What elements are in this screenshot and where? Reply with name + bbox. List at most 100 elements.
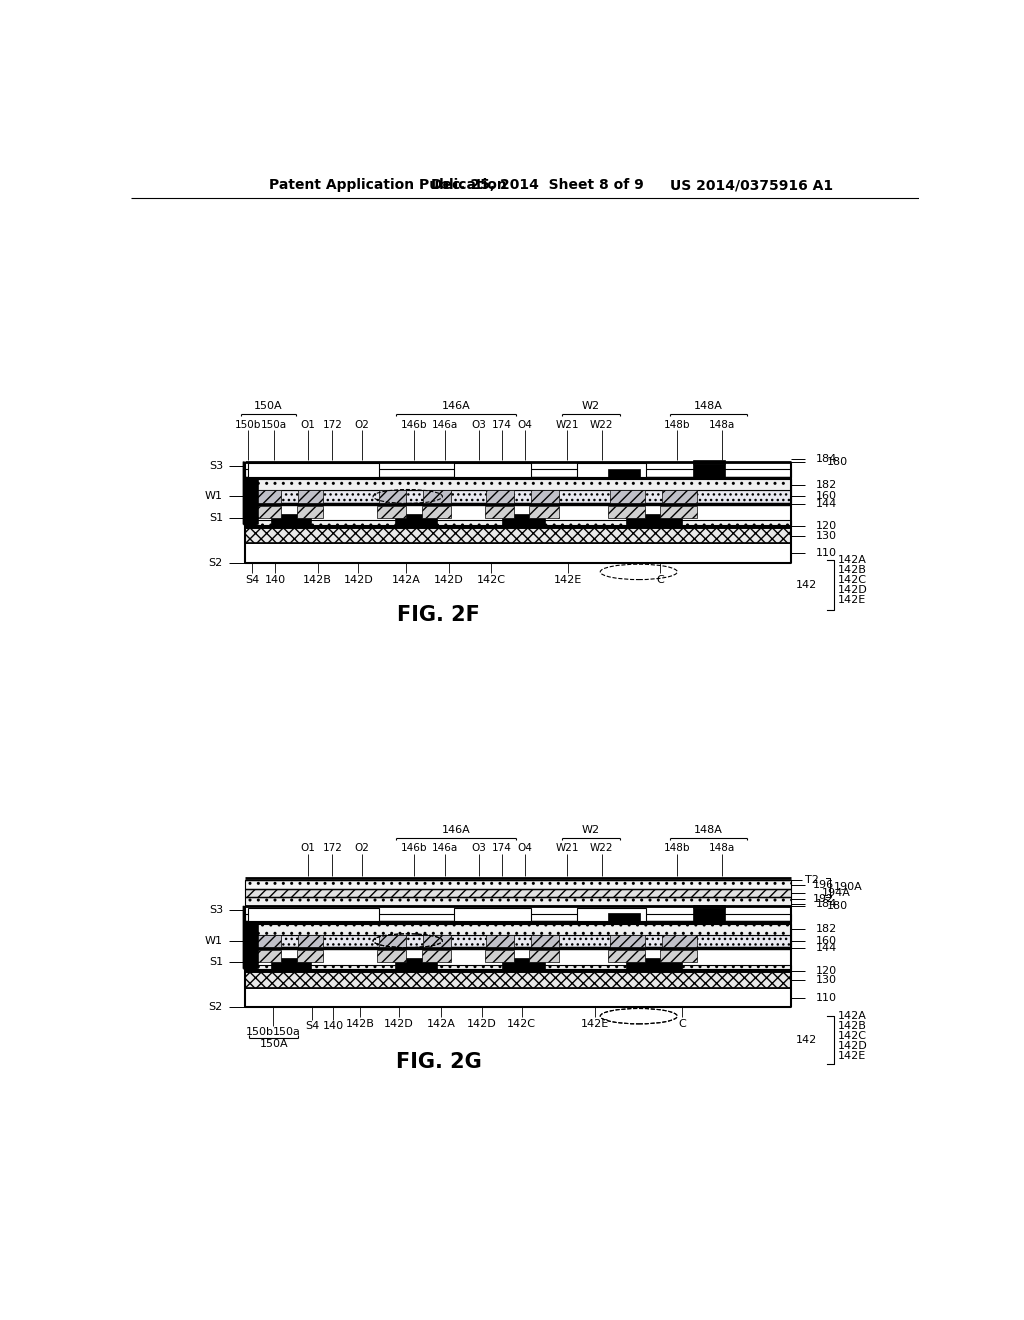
Text: 142D: 142D: [467, 1019, 497, 1028]
Text: 148b: 148b: [664, 420, 690, 430]
Text: 148A: 148A: [693, 401, 723, 412]
Text: 180: 180: [826, 902, 848, 911]
Bar: [486, 490, 514, 503]
Text: 120: 120: [816, 521, 837, 532]
Text: 194A: 194A: [822, 888, 851, 898]
Bar: [503, 515, 545, 525]
Bar: [245, 478, 792, 479]
Text: S2: S2: [209, 1002, 223, 1012]
Text: 146A: 146A: [441, 825, 470, 834]
Text: 150A: 150A: [259, 1039, 288, 1049]
Bar: [454, 908, 531, 921]
Bar: [578, 463, 646, 478]
Text: S3: S3: [209, 461, 223, 471]
Bar: [245, 890, 792, 896]
Bar: [486, 935, 514, 946]
Bar: [245, 969, 792, 973]
Bar: [379, 490, 407, 503]
Bar: [692, 904, 725, 908]
Text: 192: 192: [813, 894, 834, 904]
Text: 142E: 142E: [838, 1051, 865, 1061]
Bar: [609, 490, 645, 503]
Text: 160: 160: [816, 936, 837, 945]
Bar: [245, 520, 792, 525]
Text: 142: 142: [796, 581, 816, 590]
Bar: [484, 950, 514, 962]
Bar: [608, 950, 645, 962]
Text: O2: O2: [354, 420, 369, 430]
Text: 190A: 190A: [834, 882, 862, 892]
Bar: [503, 958, 545, 969]
Bar: [529, 506, 559, 517]
Text: O4: O4: [517, 420, 532, 430]
Bar: [245, 965, 792, 969]
Text: FIG. 2F: FIG. 2F: [397, 605, 480, 624]
Bar: [422, 950, 451, 962]
Text: 160: 160: [816, 491, 837, 502]
Bar: [249, 463, 379, 478]
Text: O1: O1: [300, 420, 315, 430]
Bar: [531, 935, 559, 946]
Bar: [245, 921, 792, 924]
Text: 142C: 142C: [838, 576, 866, 585]
Text: O4: O4: [517, 843, 532, 853]
Bar: [298, 490, 323, 503]
Bar: [660, 506, 697, 517]
Text: 142B: 142B: [303, 574, 332, 585]
Text: 130: 130: [816, 531, 837, 541]
Bar: [245, 479, 792, 490]
Text: Dec. 25, 2014  Sheet 8 of 9: Dec. 25, 2014 Sheet 8 of 9: [431, 178, 644, 193]
Bar: [484, 506, 514, 517]
Text: 146b: 146b: [400, 843, 427, 853]
Text: O1: O1: [300, 843, 315, 853]
Text: W2: W2: [582, 825, 600, 834]
Bar: [377, 950, 407, 962]
Bar: [394, 958, 437, 969]
Text: 142B: 142B: [838, 565, 866, 576]
Bar: [423, 935, 451, 946]
Text: 110: 110: [816, 993, 837, 1003]
Bar: [423, 490, 451, 503]
Text: 184: 184: [816, 899, 837, 908]
Bar: [297, 950, 323, 962]
Polygon shape: [243, 906, 258, 973]
Text: 120: 120: [816, 966, 837, 975]
Bar: [529, 950, 559, 962]
Text: O3: O3: [471, 420, 486, 430]
Text: W1: W1: [205, 936, 223, 945]
Text: 142C: 142C: [507, 1019, 537, 1028]
Bar: [245, 528, 792, 544]
Bar: [531, 490, 559, 503]
Bar: [249, 908, 379, 921]
Bar: [608, 469, 640, 479]
Bar: [578, 908, 646, 921]
Bar: [245, 503, 792, 506]
Text: C: C: [656, 574, 665, 585]
Bar: [608, 913, 640, 924]
Text: 130: 130: [816, 975, 837, 985]
Text: O2: O2: [354, 843, 369, 853]
Text: 146b: 146b: [400, 420, 427, 430]
Text: 146a: 146a: [431, 843, 458, 853]
Bar: [245, 935, 792, 946]
Bar: [298, 935, 323, 946]
Text: S3: S3: [209, 906, 223, 915]
Text: 142D: 142D: [384, 1019, 414, 1028]
Bar: [245, 913, 792, 921]
Text: 142B: 142B: [345, 1019, 375, 1028]
Text: 150b: 150b: [246, 1027, 274, 1036]
Text: 142A: 142A: [426, 1019, 456, 1028]
Text: S4: S4: [245, 574, 259, 585]
Text: C: C: [678, 1019, 686, 1028]
Text: 172: 172: [323, 843, 342, 853]
Text: 174: 174: [492, 420, 512, 430]
Bar: [245, 470, 792, 478]
Text: W22: W22: [590, 843, 613, 853]
Text: 142E: 142E: [581, 1019, 609, 1028]
Text: 142C: 142C: [476, 574, 506, 585]
Text: 142D: 142D: [838, 1041, 867, 1051]
Bar: [245, 987, 792, 1007]
Text: S1: S1: [209, 957, 223, 968]
Text: 142A: 142A: [838, 556, 866, 565]
Text: S1: S1: [209, 513, 223, 523]
